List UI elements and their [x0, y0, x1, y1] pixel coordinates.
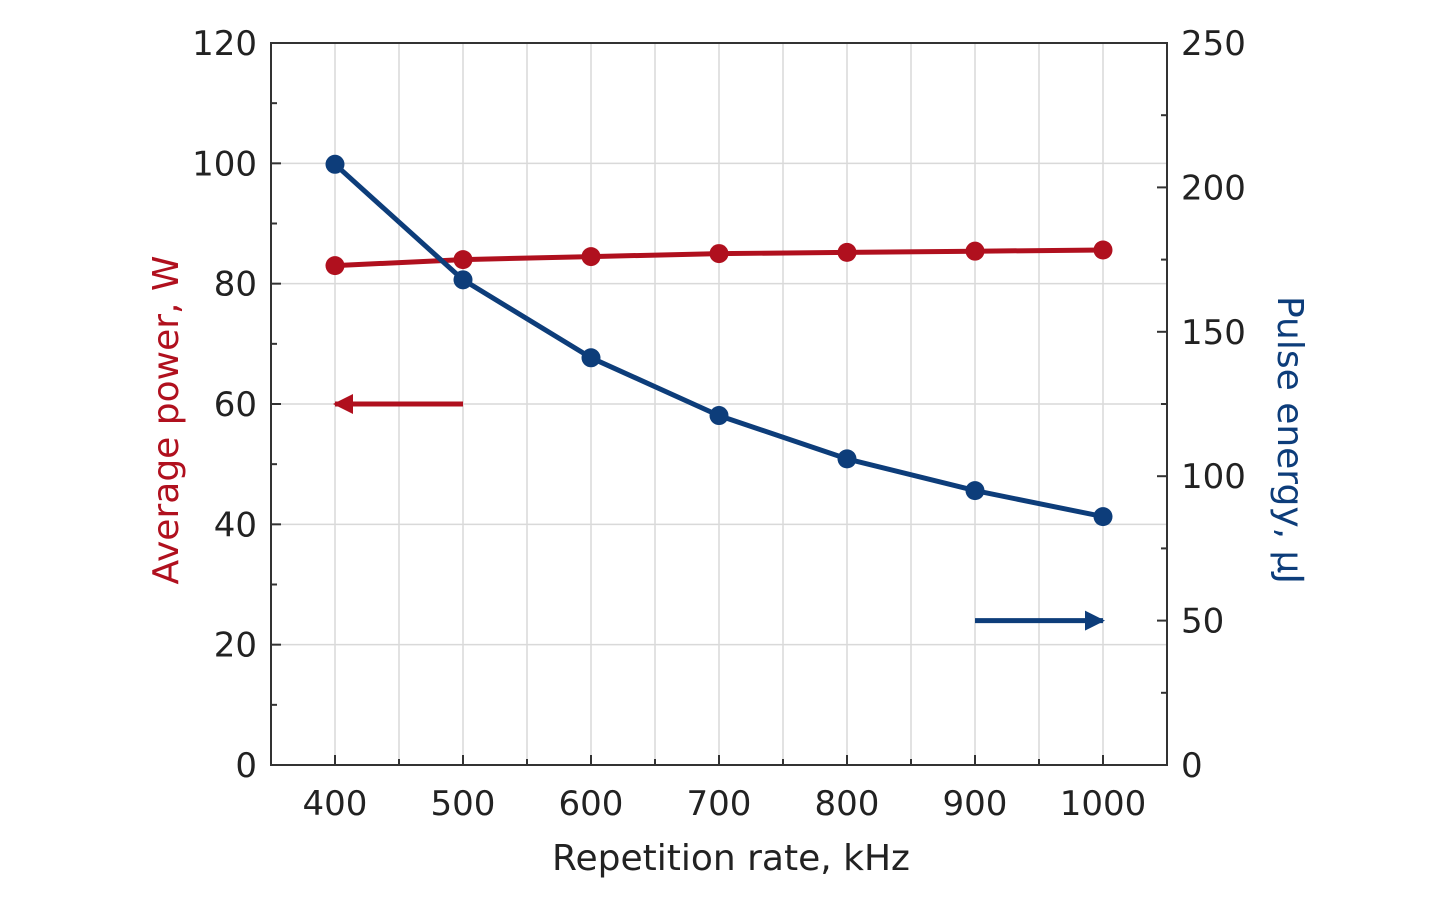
x-tick-label: 600 [559, 784, 624, 824]
left-series-marker [325, 256, 345, 276]
x-tick-label: 400 [303, 784, 368, 824]
right-series-marker [837, 449, 857, 469]
right-series-marker [709, 406, 729, 426]
left-y-tick-label: 120 [192, 24, 257, 64]
right-series-marker [325, 154, 345, 174]
left-y-tick-label: 20 [214, 626, 257, 666]
left-series-marker [965, 241, 985, 261]
left-series-marker [453, 250, 473, 270]
x-tick-label: 900 [943, 784, 1008, 824]
left-series-marker [837, 242, 857, 262]
left-y-tick-label: 80 [214, 265, 257, 305]
left-series-marker [1093, 240, 1113, 260]
annotation-layer [333, 394, 1105, 631]
series-layer [325, 154, 1113, 527]
right-y-axis-title: Pulse energy, μJ [1269, 296, 1310, 584]
right-y-tick-label: 50 [1181, 602, 1224, 642]
x-tick-label: 700 [687, 784, 752, 824]
left-y-axis-title: Average power, W [146, 255, 187, 584]
right-y-tick-label: 250 [1181, 24, 1246, 64]
right-y-tick-label: 150 [1181, 313, 1246, 353]
right-series-marker [965, 481, 985, 501]
left-series-marker [581, 247, 601, 267]
right-y-tick-label: 100 [1181, 457, 1246, 497]
left-y-tick-label: 100 [192, 144, 257, 184]
grid-layer [271, 43, 1167, 765]
right-series-marker [453, 270, 473, 290]
tick-layer [271, 42, 1167, 766]
right-y-tick-label: 0 [1181, 746, 1203, 786]
right-series-marker [581, 348, 601, 368]
x-tick-label: 1000 [1060, 784, 1147, 824]
right-y-tick-label: 200 [1181, 168, 1246, 208]
left-y-tick-label: 40 [214, 505, 257, 545]
x-axis-title: Repetition rate, kHz [552, 838, 910, 879]
x-tick-label: 800 [815, 784, 880, 824]
left-y-tick-label: 60 [214, 385, 257, 425]
label-layer: 400 500 600 700 800 900 1000 0 20 40 60 80 100 120 0 50… [192, 24, 1246, 824]
left-y-tick-label: 0 [235, 746, 257, 786]
left-series-marker [709, 244, 729, 264]
right-series-marker [1093, 507, 1113, 527]
x-tick-label: 500 [431, 784, 496, 824]
